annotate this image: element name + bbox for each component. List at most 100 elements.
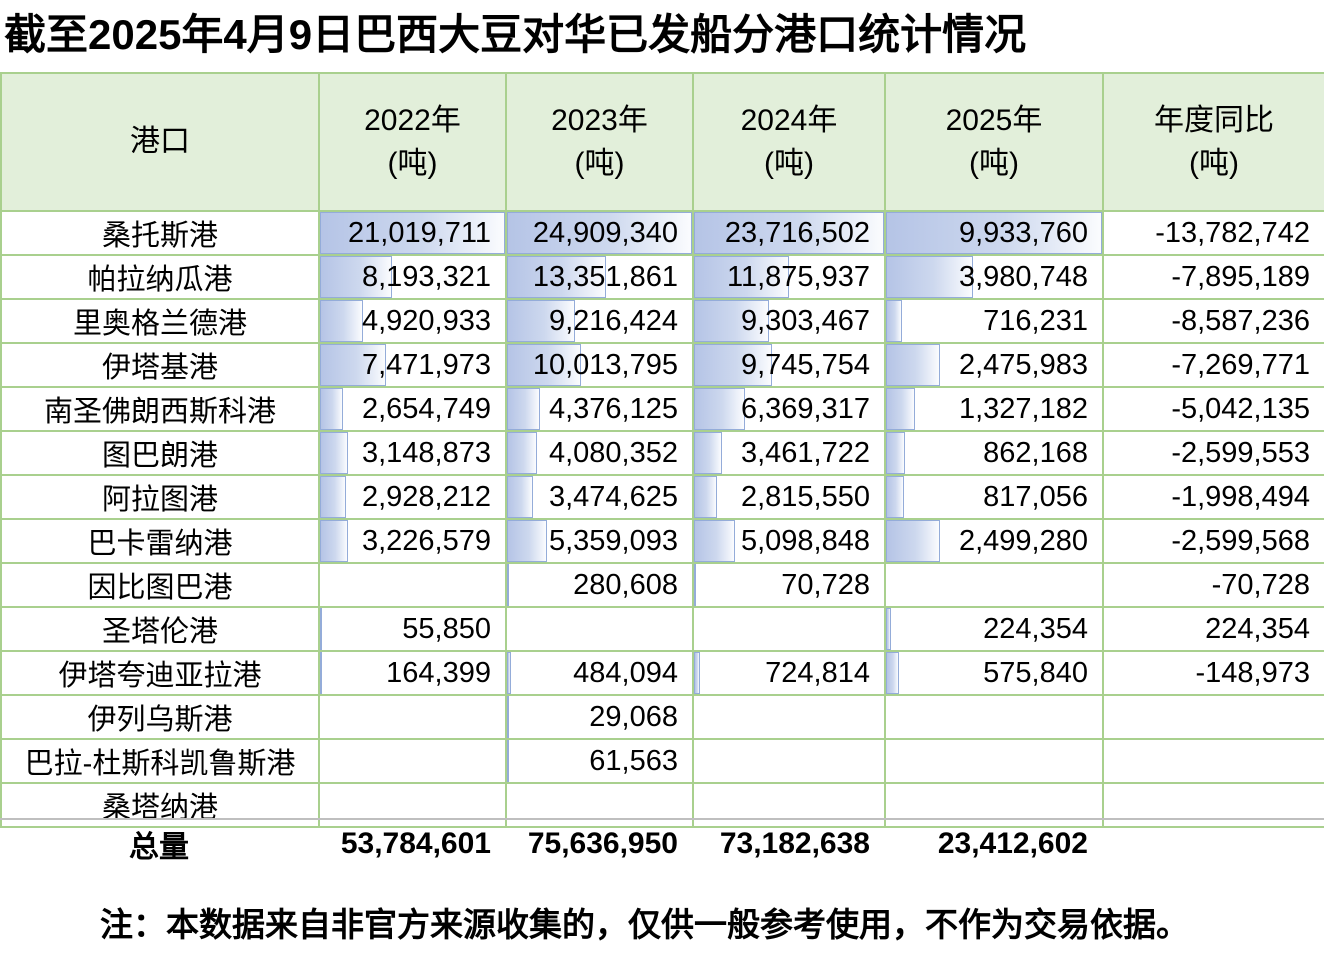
port-name-cell: 南圣佛朗西斯科港 <box>0 386 320 433</box>
value-cell-2024: 724,814 <box>692 650 886 697</box>
value-cell-yoy: -1,998,494 <box>1102 474 1324 521</box>
header-unit: (吨) <box>1189 147 1239 181</box>
value-cell-2024: 5,098,848 <box>692 518 886 565</box>
value-cell-2022: 3,226,579 <box>318 518 507 565</box>
data-bar <box>695 257 790 298</box>
table-row: 伊塔夸迪亚拉港 164,399 484,094 724,814 575,840 … <box>0 650 1324 697</box>
data-bar <box>321 477 346 518</box>
value-cell-2022 <box>318 694 507 741</box>
port-name-cell: 伊塔夸迪亚拉港 <box>0 650 320 697</box>
value-cell-2025: 224,354 <box>884 606 1104 653</box>
value-cell-yoy <box>1102 738 1324 785</box>
data-bar <box>887 213 1101 254</box>
value-cell-2023: 13,351,861 <box>505 254 694 301</box>
value-cell-yoy: -2,599,568 <box>1102 518 1324 565</box>
totals-2023: 75,636,950 <box>527 827 678 860</box>
port-name-cell: 阿拉图港 <box>0 474 320 521</box>
data-bar <box>321 521 349 562</box>
value-cell-yoy: -8,587,236 <box>1102 298 1324 345</box>
port-name-cell: 伊列乌斯港 <box>0 694 320 741</box>
table-row: 阿拉图港 2,928,212 3,474,625 2,815,550 817,0… <box>0 474 1324 521</box>
data-bar <box>321 345 386 386</box>
data-bar <box>695 301 769 342</box>
data-bar <box>508 213 691 254</box>
value-cell-2024: 2,815,550 <box>692 474 886 521</box>
data-bar <box>887 257 973 298</box>
value-cell-2022: 21,019,711 <box>318 210 507 257</box>
port-name-cell: 圣塔伦港 <box>0 606 320 653</box>
port-name-cell: 桑塔纳港 <box>0 782 320 829</box>
value-cell-2024: 9,303,467 <box>692 298 886 345</box>
header-port: 港口 <box>0 72 320 213</box>
data-bar <box>508 345 582 386</box>
data-bar <box>887 609 891 650</box>
value-cell-yoy: -148,973 <box>1102 650 1324 697</box>
value-cell-yoy: -2,599,553 <box>1102 430 1324 477</box>
value-cell-2024: 9,745,754 <box>692 342 886 389</box>
value-cell-2025: 575,840 <box>884 650 1104 697</box>
data-bar <box>508 697 509 738</box>
header-unit: (吨) <box>969 147 1019 181</box>
data-bar <box>887 433 905 474</box>
value-cell-2024 <box>692 606 886 653</box>
data-bar <box>321 389 344 430</box>
data-bar <box>508 257 607 298</box>
data-bar <box>508 521 547 562</box>
value-cell-2024: 11,875,937 <box>692 254 886 301</box>
port-name-cell: 巴卡雷纳港 <box>0 518 320 565</box>
totals-row: 总量 53,784,601 75,636,950 73,182,638 23,4… <box>0 822 1324 866</box>
header-2022: 2022年 (吨) <box>318 72 507 213</box>
port-name-cell: 帕拉纳瓜港 <box>0 254 320 301</box>
header-label: 2023年 <box>551 103 648 137</box>
value-cell-2025: 9,933,760 <box>884 210 1104 257</box>
data-bar <box>321 213 504 254</box>
value-cell-2025 <box>884 738 1104 785</box>
port-stats-table: 港口 2022年 (吨) 2023年 (吨) 2024年 (吨) 2025年 (… <box>0 72 1324 829</box>
data-bar <box>695 477 717 518</box>
footnote: 注：本数据来自非官方来源收集的，仅供一般参考使用，不作为交易依据。 <box>100 906 1189 943</box>
data-bar <box>887 521 941 562</box>
value-cell-yoy: -13,782,742 <box>1102 210 1324 257</box>
value-cell-yoy: -7,269,771 <box>1102 342 1324 389</box>
value-cell-2024 <box>692 694 886 741</box>
value-cell-2022 <box>318 562 507 609</box>
data-bar <box>508 477 533 518</box>
data-bar <box>695 389 746 430</box>
data-bar <box>695 433 722 474</box>
table-header: 港口 2022年 (吨) 2023年 (吨) 2024年 (吨) 2025年 (… <box>0 72 1324 213</box>
header-label: 2022年 <box>364 103 461 137</box>
data-bar <box>695 565 696 606</box>
port-name-cell: 里奥格兰德港 <box>0 298 320 345</box>
data-bar <box>508 653 511 694</box>
value-cell-2024: 23,716,502 <box>692 210 886 257</box>
value-cell-yoy: -7,895,189 <box>1102 254 1324 301</box>
data-bar <box>695 213 883 254</box>
table-row: 伊塔基港 7,471,973 10,013,795 9,745,754 2,47… <box>0 342 1324 389</box>
value-cell-2022: 164,399 <box>318 650 507 697</box>
value-cell-2025: 1,327,182 <box>884 386 1104 433</box>
value-cell-2022 <box>318 782 507 829</box>
value-cell-2022: 3,148,873 <box>318 430 507 477</box>
value-cell-2023: 29,068 <box>505 694 694 741</box>
table-row: 帕拉纳瓜港 8,193,321 13,351,861 11,875,937 3,… <box>0 254 1324 301</box>
data-bar <box>321 433 348 474</box>
value-cell-2025 <box>884 782 1104 829</box>
value-cell-2024: 70,728 <box>692 562 886 609</box>
port-name-cell: 因比图巴港 <box>0 562 320 609</box>
value-cell-2023: 4,376,125 <box>505 386 694 433</box>
totals-2022: 53,784,601 <box>340 827 491 860</box>
header-row: 港口 2022年 (吨) 2023年 (吨) 2024年 (吨) 2025年 (… <box>0 72 1324 213</box>
header-unit: (吨) <box>387 147 438 181</box>
value-cell-2022: 8,193,321 <box>318 254 507 301</box>
value-cell-2025: 3,980,748 <box>884 254 1104 301</box>
totals-label: 总量 <box>129 831 189 864</box>
totals-2025: 23,412,602 <box>937 827 1088 860</box>
value-cell-yoy <box>1102 782 1324 829</box>
port-name-cell: 桑托斯港 <box>0 210 320 257</box>
table-row: 伊列乌斯港 29,068 <box>0 694 1324 741</box>
data-bar <box>508 433 538 474</box>
data-bar <box>508 741 509 782</box>
value-cell-2025: 817,056 <box>884 474 1104 521</box>
data-bar <box>508 389 540 430</box>
value-cell-2024 <box>692 738 886 785</box>
